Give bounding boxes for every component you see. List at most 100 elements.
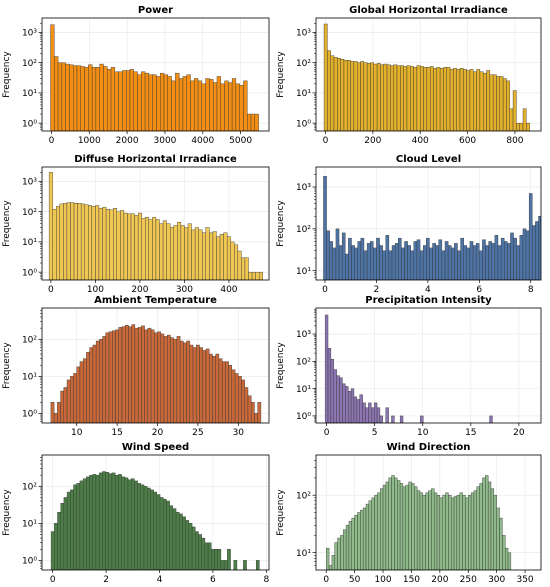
histogram-bar bbox=[141, 71, 146, 131]
histogram-bar bbox=[394, 477, 398, 570]
histogram-bar bbox=[57, 511, 61, 570]
histogram-bar bbox=[130, 478, 135, 570]
histogram-bar bbox=[147, 487, 151, 570]
histogram-bar bbox=[239, 84, 244, 131]
histogram-bar bbox=[331, 555, 335, 570]
y-tick-label: 10¹ bbox=[22, 238, 37, 248]
x-tick-label: 8 bbox=[263, 575, 269, 585]
histogram-bar bbox=[497, 245, 502, 280]
histogram-bar bbox=[175, 72, 180, 131]
histogram-bar bbox=[247, 395, 252, 423]
histogram-bar bbox=[103, 66, 108, 131]
histogram-bar bbox=[343, 529, 347, 570]
histogram-bar bbox=[84, 204, 89, 280]
histogram-bar bbox=[449, 69, 454, 131]
y-tick-label: 10² bbox=[22, 59, 37, 69]
histogram-bar bbox=[398, 237, 402, 280]
histogram-bar bbox=[194, 78, 199, 131]
panel-title: Precipitation Intensity bbox=[365, 295, 492, 306]
x-tick-label: 0 bbox=[49, 136, 55, 146]
histogram-bar bbox=[482, 477, 486, 570]
y-axis-label: Frequency bbox=[276, 489, 286, 536]
histogram-bar bbox=[163, 74, 168, 131]
histogram-bar bbox=[388, 250, 393, 280]
histogram-bar bbox=[167, 334, 171, 423]
histogram-bar bbox=[422, 245, 427, 280]
histogram-bar bbox=[166, 500, 170, 570]
x-tick-label: 4 bbox=[157, 575, 163, 585]
histogram-bar bbox=[130, 213, 135, 280]
histogram-bar bbox=[98, 472, 103, 570]
histogram-bar bbox=[178, 78, 184, 131]
histogram-bar bbox=[475, 243, 480, 280]
histogram-bar bbox=[199, 347, 203, 423]
x-tick-label: 10 bbox=[71, 428, 83, 438]
histogram-bar bbox=[532, 225, 536, 280]
bar-group bbox=[50, 24, 259, 131]
histogram-bar bbox=[209, 353, 213, 423]
y-tick-label: 10³ bbox=[296, 183, 311, 193]
y-axis-label: Frequency bbox=[276, 342, 286, 389]
histogram-bar bbox=[234, 244, 239, 280]
histogram-bar bbox=[173, 339, 178, 423]
histogram-bar bbox=[413, 241, 418, 280]
histogram-bar bbox=[376, 407, 381, 423]
histogram-bar bbox=[134, 327, 139, 423]
histogram-bar bbox=[386, 64, 391, 131]
x-tick-label: 250 bbox=[460, 575, 477, 585]
histogram-bar bbox=[183, 342, 187, 423]
histogram-bar bbox=[473, 71, 477, 131]
histogram-bar bbox=[217, 549, 222, 570]
histogram-bar bbox=[73, 203, 78, 280]
histogram-bar bbox=[330, 358, 334, 423]
x-tick-label: 350 bbox=[516, 575, 533, 585]
histogram-bar bbox=[327, 50, 331, 131]
histogram-bar bbox=[216, 236, 221, 280]
histogram-bar bbox=[243, 560, 247, 570]
histogram-bar bbox=[144, 72, 150, 131]
histogram-bar bbox=[419, 492, 424, 570]
histogram-bar bbox=[91, 206, 96, 280]
histogram-bar bbox=[257, 402, 262, 423]
x-tick-label: 6 bbox=[210, 575, 216, 585]
histogram-bar bbox=[435, 245, 439, 280]
plot-frame bbox=[315, 166, 542, 281]
histogram-bar bbox=[432, 243, 436, 280]
histogram-bar bbox=[201, 537, 206, 570]
histogram-bar bbox=[413, 67, 418, 131]
histogram-bar bbox=[341, 232, 346, 280]
histogram-bar bbox=[73, 484, 77, 570]
histogram-bar bbox=[456, 494, 460, 570]
histogram-bar bbox=[433, 68, 437, 131]
histogram-bar bbox=[234, 373, 239, 423]
histogram-bar bbox=[141, 325, 145, 423]
histogram-bar bbox=[113, 208, 117, 280]
histogram-bar bbox=[496, 76, 500, 131]
histogram-bar bbox=[463, 69, 467, 131]
x-tick-label: 15 bbox=[465, 428, 476, 438]
histogram-bar bbox=[80, 66, 85, 131]
y-tick-label: 10³ bbox=[22, 178, 37, 188]
histogram-bar bbox=[82, 478, 87, 570]
x-tick-label: 2 bbox=[103, 575, 109, 585]
histogram-bar bbox=[70, 376, 74, 423]
histogram-bar bbox=[144, 329, 149, 423]
histogram-bar bbox=[82, 358, 87, 423]
histogram-bar bbox=[170, 337, 174, 423]
histogram-bar bbox=[231, 78, 237, 131]
histogram-bar bbox=[99, 339, 103, 423]
histogram-bar bbox=[92, 344, 97, 423]
histogram-bar bbox=[118, 474, 122, 570]
histogram-bar bbox=[192, 347, 197, 423]
histogram-bar bbox=[405, 484, 409, 570]
y-tick-label: 10¹ bbox=[22, 89, 37, 99]
panel-ambient-temperature: 10 15 20 25 30 10⁰ 10¹ 10² Frequency Ambient Temp… bbox=[2, 295, 270, 438]
histogram-bar bbox=[348, 237, 352, 280]
histogram-bar bbox=[363, 250, 368, 280]
histogram-bar bbox=[137, 483, 142, 570]
histogram-bar bbox=[177, 221, 182, 280]
histogram-bar bbox=[385, 481, 389, 570]
x-tick-label: 0 bbox=[323, 575, 329, 585]
histogram-bar bbox=[502, 78, 507, 131]
histogram-bar bbox=[333, 57, 338, 131]
